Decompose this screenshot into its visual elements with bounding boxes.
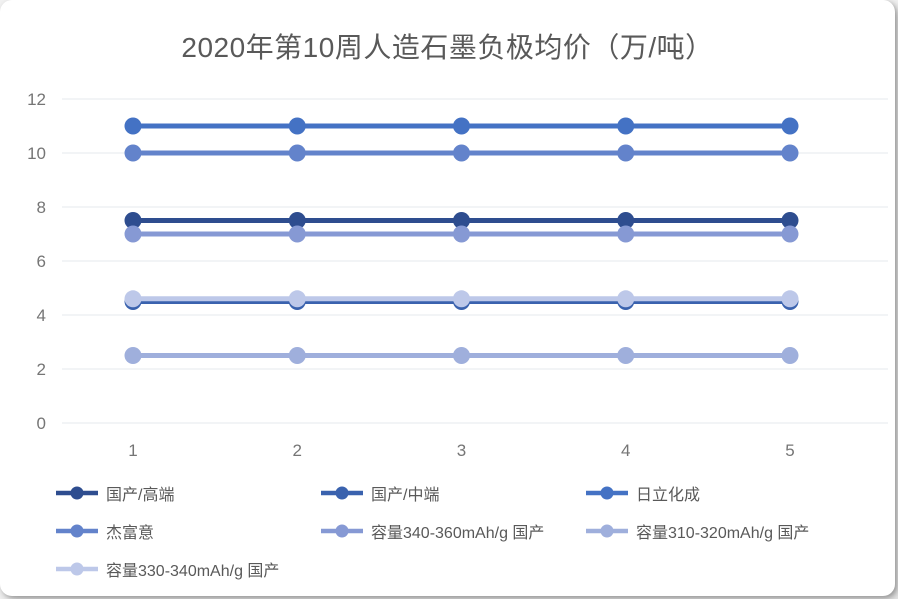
legend-label: 杰富意	[106, 524, 155, 542]
data-point	[617, 212, 635, 229]
legend-label: 国产/中端	[371, 486, 440, 504]
legend-marker-icon	[56, 486, 98, 499]
data-point	[288, 290, 306, 308]
data-point	[124, 117, 142, 135]
y-axis-label: 8	[37, 198, 46, 217]
data-point	[617, 117, 635, 135]
data-point	[781, 290, 799, 308]
legend-label: 日立化成	[636, 486, 701, 504]
data-point	[617, 225, 635, 243]
data-point	[453, 212, 470, 229]
x-axis-label: 1	[128, 441, 137, 460]
legend-label: 国产/高端	[106, 486, 175, 504]
data-point	[617, 290, 635, 308]
series-line-6	[124, 290, 799, 308]
data-point	[453, 117, 470, 135]
legend: 国产/高端 国产/中端 日立化成杰富意 容量340-360mAh/g 国产 容量310-…	[55, 480, 865, 581]
data-point	[124, 347, 142, 364]
series-line-2	[124, 117, 799, 135]
chart-title: 2020年第10周人造石墨负极均价（万/吨）	[181, 32, 714, 63]
data-point	[781, 117, 799, 135]
y-axis-label: 2	[37, 360, 46, 379]
data-point	[617, 144, 635, 162]
y-axis-label: 6	[37, 252, 46, 271]
x-axis-label: 2	[293, 441, 302, 460]
data-point	[288, 212, 306, 229]
data-point	[617, 347, 635, 364]
data-point	[781, 144, 799, 162]
x-axis-label: 5	[785, 441, 794, 460]
data-point	[453, 290, 470, 308]
y-axis-label: 4	[37, 306, 46, 325]
data-point	[453, 144, 470, 162]
legend-item: 国产/中端	[320, 480, 585, 505]
data-point	[288, 347, 306, 364]
legend-item: 容量310-320mAh/g 国产	[585, 518, 865, 543]
x-axis-label: 4	[621, 441, 630, 460]
data-point	[781, 212, 799, 229]
legend-marker-icon	[586, 524, 628, 537]
legend-item: 容量330-340mAh/g 国产	[55, 556, 320, 581]
data-point	[453, 225, 470, 243]
series-line-5	[124, 347, 799, 364]
data-point	[781, 347, 799, 364]
legend-marker-icon	[321, 524, 363, 537]
y-axis-label: 10	[27, 144, 46, 163]
legend-label: 容量310-320mAh/g 国产	[636, 524, 810, 542]
legend-marker-icon	[56, 562, 98, 575]
legend-marker-icon	[56, 524, 98, 537]
data-point	[288, 225, 306, 243]
data-point	[288, 144, 306, 162]
legend-item: 容量340-360mAh/g 国产	[320, 518, 585, 543]
series-line-0	[124, 212, 799, 229]
data-point	[288, 117, 306, 135]
series-line-3	[124, 144, 799, 162]
data-point	[781, 225, 799, 243]
y-axis-label: 12	[27, 90, 46, 109]
legend-marker-icon	[586, 486, 628, 499]
data-point	[124, 225, 142, 243]
legend-item: 国产/高端	[55, 480, 320, 505]
y-axis-label: 0	[37, 414, 46, 433]
x-axis-label: 3	[457, 441, 466, 460]
series-line-4	[124, 225, 799, 243]
data-point	[124, 212, 142, 229]
data-point	[453, 347, 470, 364]
legend-item: 杰富意	[55, 518, 320, 543]
data-point	[124, 144, 142, 162]
legend-item: 日立化成	[585, 480, 865, 505]
data-point	[124, 290, 142, 308]
legend-marker-icon	[321, 486, 363, 499]
legend-label: 容量330-340mAh/g 国产	[106, 562, 280, 580]
legend-label: 容量340-360mAh/g 国产	[371, 524, 545, 542]
